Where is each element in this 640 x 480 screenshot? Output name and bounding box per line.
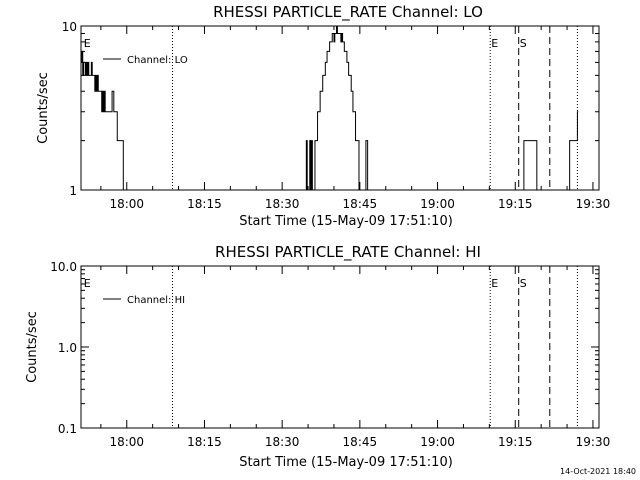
x-tick-label: 19:30 [576, 435, 611, 449]
chart-panel-2: RHESSI PARTICLE_RATE Channel: HI 0.1 1.0 10… [25, 243, 610, 470]
data-series-1 [81, 50, 129, 191]
data-series-3 [521, 140, 540, 191]
series-line [305, 25, 373, 191]
plot-frame [80, 25, 600, 191]
x-tick-label: 18:15 [187, 435, 222, 449]
x-tick-label: 19:30 [576, 197, 611, 211]
chart-title: RHESSI PARTICLE_RATE Channel: HI [215, 243, 481, 262]
x-tick-label: 18:45 [343, 197, 378, 211]
footer-timestamp: 14-Oct-2021 18:40 [560, 467, 636, 476]
series-line [521, 140, 540, 191]
y-tick-label: 10.0 [50, 260, 77, 274]
series-line [564, 111, 579, 191]
x-tick-label: 18:30 [265, 435, 300, 449]
legend-entry: Channel: HI [127, 295, 185, 306]
chart-panel-1: RHESSI PARTICLE_RATE Channel: LO 1 10 18:00… [36, 3, 610, 229]
marker-label: S [520, 277, 527, 290]
x-tick-label: 18:00 [109, 197, 144, 211]
plot-frame [80, 265, 600, 429]
series-line [81, 50, 129, 191]
x-tick-label: 18:15 [187, 197, 222, 211]
x-tick-label: 18:00 [109, 435, 144, 449]
marker-label: E [491, 37, 498, 50]
marker-label: S [520, 37, 527, 50]
marker-label: E [84, 37, 91, 50]
y-tick-label: 10 [62, 20, 77, 34]
x-tick-label: 19:15 [498, 435, 533, 449]
marker-label: E [491, 277, 498, 290]
marker-label: E [84, 277, 91, 290]
x-tick-label: 19:00 [420, 435, 455, 449]
x-tick-label: 19:00 [420, 197, 455, 211]
y-axis-label: Counts/sec [25, 311, 40, 383]
y-tick-label: 0.1 [58, 422, 77, 436]
y-tick-label: 1.0 [58, 341, 77, 355]
data-series-4 [564, 111, 579, 191]
chart-title: RHESSI PARTICLE_RATE Channel: LO [213, 3, 483, 22]
x-tick-label: 18:30 [265, 197, 300, 211]
data-series-2 [305, 25, 373, 191]
legend-entry: Channel: LO [127, 55, 188, 66]
y-tick-label: 1 [69, 184, 77, 198]
x-tick-label: 18:45 [343, 435, 378, 449]
x-axis-label: Start Time (15-May-09 17:51:10) [239, 455, 453, 470]
y-axis-label: Counts/sec [36, 72, 51, 144]
x-tick-label: 19:15 [498, 197, 533, 211]
x-axis-label: Start Time (15-May-09 17:51:10) [239, 214, 453, 229]
